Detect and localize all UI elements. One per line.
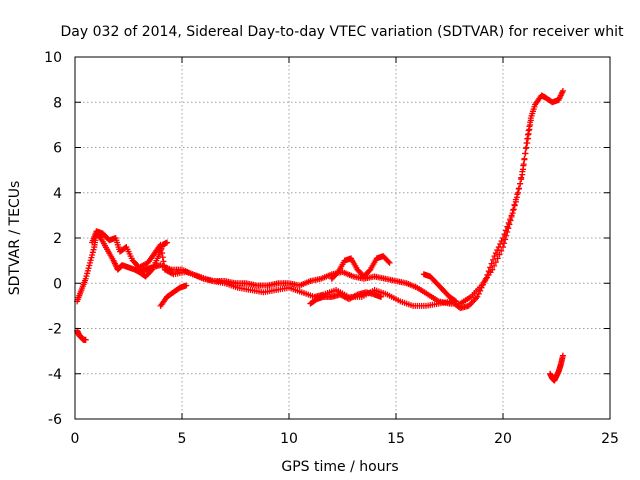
data-point — [494, 247, 501, 254]
data-point — [525, 130, 532, 137]
data-point — [509, 207, 516, 214]
y-tick-label: 10 — [44, 50, 62, 66]
data-points — [74, 87, 566, 384]
series-short-arc-a — [136, 239, 171, 280]
x-axis-label: GPS time / hours — [281, 459, 398, 475]
data-point — [386, 259, 393, 266]
data-point — [474, 293, 481, 300]
data-point — [527, 121, 534, 128]
data-point — [511, 201, 518, 208]
y-tick-label: 2 — [53, 231, 62, 247]
data-point — [475, 290, 482, 297]
data-point — [517, 180, 524, 187]
data-point — [160, 258, 167, 265]
data-point — [515, 185, 522, 192]
data-point — [521, 156, 528, 163]
data-point — [484, 271, 491, 278]
grid-lines — [75, 57, 610, 419]
data-point — [518, 174, 525, 181]
data-point — [488, 260, 495, 267]
data-point — [527, 117, 534, 124]
data-point — [522, 150, 529, 157]
data-point — [485, 268, 492, 275]
data-point — [147, 267, 154, 274]
data-point — [490, 256, 497, 263]
series-early-negative — [74, 327, 89, 343]
data-point — [159, 254, 166, 261]
data-point — [161, 262, 168, 269]
x-tick-label: 0 — [71, 431, 80, 447]
data-point — [366, 267, 373, 274]
data-point — [334, 270, 341, 277]
data-point — [451, 297, 458, 304]
data-point — [507, 216, 514, 223]
x-tick-label: 20 — [494, 431, 512, 447]
data-point — [508, 212, 515, 219]
series-right-negative — [547, 352, 566, 384]
y-tick-label: 6 — [53, 141, 62, 157]
y-tick-label: -6 — [48, 412, 62, 428]
data-point — [183, 282, 190, 289]
y-tick-label: 0 — [53, 276, 62, 292]
y-tick-label: 4 — [53, 186, 62, 202]
data-point — [504, 223, 511, 230]
data-point — [478, 284, 485, 291]
data-point — [494, 255, 501, 262]
data-point — [522, 145, 529, 152]
data-point — [482, 275, 489, 282]
series-hump-13 — [328, 253, 393, 282]
data-point — [487, 264, 494, 271]
data-point — [526, 126, 533, 133]
data-point — [524, 139, 531, 146]
series-far-low-arc — [307, 289, 385, 307]
y-axis-label: SDTVAR / TECUs — [7, 181, 23, 296]
data-point — [498, 247, 505, 254]
y-tick-label: -2 — [48, 322, 62, 338]
data-point — [480, 281, 487, 288]
data-point — [505, 219, 512, 226]
x-axis: 0 5 10 15 20 25 — [71, 57, 619, 447]
data-point — [492, 250, 499, 257]
data-point — [519, 168, 526, 175]
x-tick-label: 15 — [387, 431, 405, 447]
y-tick-label: 8 — [53, 95, 62, 111]
data-point — [452, 298, 459, 305]
data-point — [559, 87, 566, 94]
data-point — [495, 244, 502, 251]
data-point — [502, 227, 509, 234]
y-tick-label: -4 — [48, 367, 62, 383]
data-point — [491, 253, 498, 260]
data-point — [497, 241, 504, 248]
data-point — [477, 287, 484, 294]
data-point — [524, 135, 531, 142]
data-point — [498, 238, 505, 245]
y-axis: -6 -4 -2 0 2 4 6 8 10 — [44, 50, 610, 428]
data-point — [501, 231, 508, 238]
data-point — [481, 278, 488, 285]
data-point — [385, 258, 392, 265]
data-point — [82, 336, 89, 343]
data-point — [559, 352, 566, 359]
series-short-arc-b — [157, 282, 190, 309]
data-point — [523, 144, 530, 151]
data-point — [496, 251, 503, 258]
data-point — [164, 239, 171, 246]
series-dip-17 — [420, 271, 459, 305]
x-tick-label: 25 — [601, 431, 619, 447]
x-tick-label: 5 — [178, 431, 187, 447]
data-point — [514, 191, 521, 198]
data-point — [500, 235, 506, 241]
chart-title: Day 032 of 2014, Sidereal Day-to-day VTE… — [61, 24, 624, 40]
data-point — [378, 293, 385, 300]
x-tick-label: 10 — [280, 431, 298, 447]
data-point — [510, 206, 517, 213]
data-point — [512, 196, 519, 203]
data-point — [520, 162, 527, 169]
